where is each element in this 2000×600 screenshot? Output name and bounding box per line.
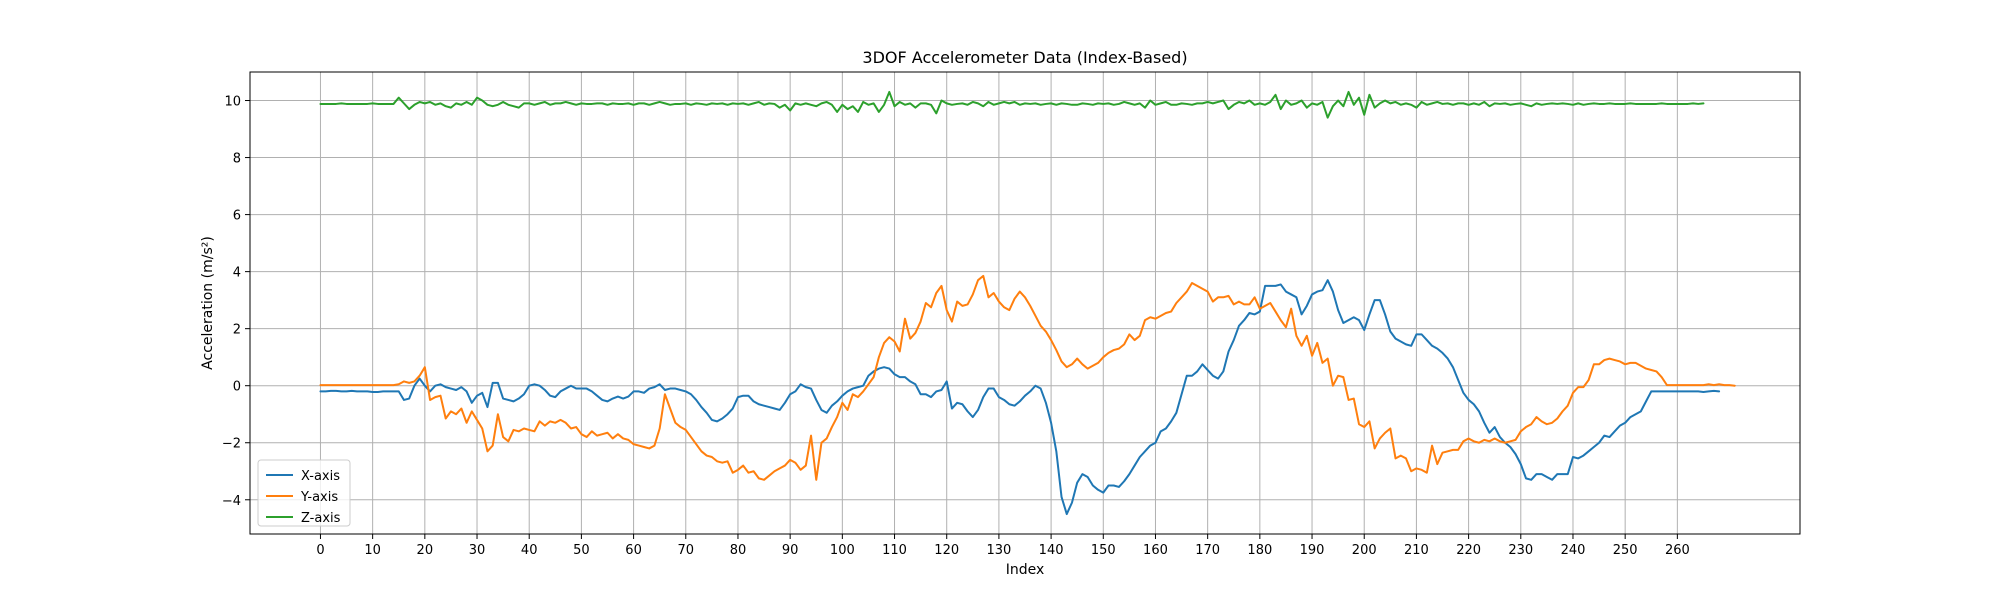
y-tick-label: −2: [222, 437, 241, 452]
x-tick-label: 60: [625, 543, 642, 558]
series-line-y-axis: [319, 274, 1736, 481]
x-tick-label: 90: [782, 543, 799, 558]
x-axis-ticks: 0 10 20 30 40 50 60 70 80 90 100 110 120 130 140 150 160…: [316, 534, 1690, 558]
x-tick-label: 240: [1561, 543, 1586, 558]
legend-box: [257, 459, 351, 527]
chart-title: 3DOF Accelerometer Data (Index-Based): [862, 48, 1187, 67]
x-tick-label: 50: [573, 543, 590, 558]
series-line-z-axis: [319, 90, 1705, 119]
legend-label: Z-axis: [301, 511, 341, 526]
x-axis-label: Index: [1006, 562, 1045, 578]
y-axis-label: Acceleration (m/s²): [200, 236, 216, 370]
x-tick-label: 230: [1508, 543, 1533, 558]
x-tick-label: 150: [1091, 543, 1116, 558]
x-tick-label: 180: [1247, 543, 1272, 558]
grid-lines: [250, 72, 1800, 534]
y-tick-label: 0: [233, 380, 241, 395]
y-tick-label: 6: [233, 209, 241, 224]
x-tick-label: 260: [1665, 543, 1690, 558]
y-tick-label: 8: [233, 152, 241, 167]
y-tick-label: 4: [233, 266, 241, 281]
x-tick-label: 170: [1195, 543, 1220, 558]
plot-area-frame: [249, 71, 1801, 535]
x-tick-label: 30: [469, 543, 486, 558]
x-tick-label: 140: [1039, 543, 1064, 558]
x-tick-label: 130: [986, 543, 1011, 558]
legend-label: X-axis: [301, 469, 340, 484]
x-tick-label: 190: [1300, 543, 1325, 558]
x-tick-label: 210: [1404, 543, 1429, 558]
series-lines: [319, 90, 1736, 516]
x-tick-label: 160: [1143, 543, 1168, 558]
y-tick-label: 10: [224, 95, 241, 110]
y-tick-label: 2: [233, 323, 241, 338]
legend-label: Y-axis: [300, 490, 338, 505]
series-line-x-axis: [319, 279, 1721, 516]
x-tick-label: 220: [1456, 543, 1481, 558]
x-tick-label: 0: [316, 543, 324, 558]
x-tick-label: 110: [882, 543, 907, 558]
y-axis-ticks: −4 −2 0 2 4 6 8 10: [222, 95, 250, 509]
x-tick-label: 70: [678, 543, 695, 558]
x-tick-label: 250: [1613, 543, 1638, 558]
x-tick-label: 120: [934, 543, 959, 558]
y-tick-label: −4: [222, 494, 241, 509]
x-tick-label: 200: [1352, 543, 1377, 558]
x-tick-label: 10: [364, 543, 381, 558]
x-tick-label: 40: [521, 543, 538, 558]
x-tick-label: 100: [830, 543, 855, 558]
x-tick-label: 80: [730, 543, 747, 558]
x-tick-label: 20: [417, 543, 434, 558]
legend: X-axis Y-axis Z-axis: [257, 459, 351, 527]
